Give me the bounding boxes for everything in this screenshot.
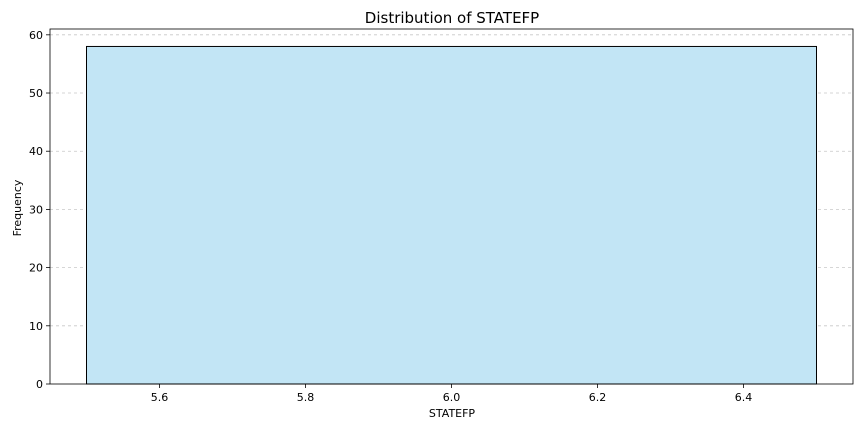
bars	[86, 45, 817, 385]
y-axis-ticks: 0 10 20 30 40 50 60	[29, 29, 50, 391]
y-tick-label-2: 20	[29, 262, 43, 275]
x-tick-label-0: 5.6	[151, 391, 169, 404]
y-tick-label-0: 0	[36, 378, 43, 391]
x-axis-ticks: 5.6 5.8 6.0 6.2 6.4	[151, 384, 753, 404]
y-tick-label-6: 60	[29, 29, 43, 42]
y-tick-label-3: 30	[29, 203, 43, 216]
x-tick-label-4: 6.4	[735, 391, 753, 404]
y-tick-label-5: 50	[29, 87, 43, 100]
y-tick-label-1: 10	[29, 320, 43, 333]
y-tick-label-4: 40	[29, 145, 43, 158]
x-tick-label-3: 6.2	[589, 391, 607, 404]
x-tick-label-2: 6.0	[443, 391, 461, 404]
bar-0	[86, 45, 817, 385]
chart-title: Distribution of STATEFP	[365, 9, 539, 27]
x-axis-label: STATEFP	[429, 407, 476, 420]
x-tick-label-1: 5.8	[297, 391, 315, 404]
y-axis-label: Frequency	[11, 179, 24, 236]
